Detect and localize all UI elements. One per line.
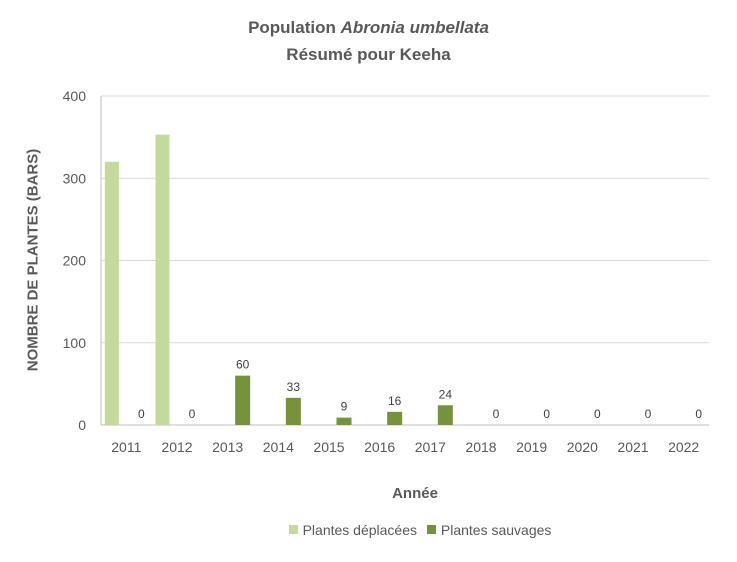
x-tick-label: 2019: [516, 439, 547, 455]
x-tick-label: 2020: [567, 439, 598, 455]
x-tick-label: 2011: [111, 439, 141, 455]
y-tick-label: 300: [63, 170, 87, 186]
legend-item-deplacees: Plantes déplacées: [288, 521, 417, 538]
x-tick-label: 2014: [263, 439, 294, 455]
bar-deplacees: [104, 161, 119, 426]
chart-title: Population Abronia umbellata: [0, 18, 737, 38]
data-label: 0: [189, 407, 196, 421]
x-tick-label: 2018: [465, 439, 496, 455]
x-tick-label: 2022: [668, 439, 699, 455]
x-tick-label: 2016: [364, 439, 395, 455]
bar-sauvages: [387, 411, 403, 425]
chart-subtitle: Résumé pour Keeha: [286, 45, 451, 64]
chart-title-species: Abronia umbellata: [340, 18, 489, 37]
data-label: 9: [341, 400, 348, 414]
legend: Plantes déplacées Plantes sauvages: [0, 521, 737, 538]
legend-item-sauvages: Plantes sauvages: [426, 521, 552, 538]
data-label: 0: [493, 407, 500, 421]
data-label: 0: [594, 407, 601, 421]
data-label: 33: [287, 380, 301, 394]
x-tick-label: 2015: [313, 439, 344, 455]
bar-sauvages: [336, 417, 352, 425]
plot-area: 0 100 200 300 400 2011 0 2012 0 2013 60 2014 33 2015 9…: [63, 88, 709, 455]
data-label: 0: [138, 407, 145, 421]
data-label: 60: [236, 358, 250, 372]
bar-deplacees: [155, 134, 170, 425]
chart-title-plain: Population: [248, 18, 336, 37]
x-tick-label: 2017: [415, 439, 446, 455]
data-label: 16: [388, 394, 402, 408]
data-label: 0: [543, 407, 550, 421]
data-label: 0: [695, 407, 702, 421]
y-tick-label: 400: [63, 88, 87, 104]
data-label: 0: [645, 407, 652, 421]
x-axis-label: Année: [392, 485, 438, 502]
bar-sauvages: [437, 405, 453, 425]
legend-swatch-sauvages: [426, 525, 436, 534]
legend-label-sauvages: Plantes sauvages: [440, 521, 552, 538]
x-tick-label: 2012: [161, 439, 192, 455]
bar-sauvages: [235, 375, 251, 425]
y-tick-label: 0: [78, 417, 86, 433]
bar-sauvages: [285, 397, 301, 425]
x-tick-label: 2013: [212, 439, 243, 455]
legend-label-deplacees: Plantes déplacées: [302, 521, 417, 538]
y-tick-label: 200: [63, 253, 87, 269]
legend-swatch-deplacees: [288, 525, 298, 534]
data-label: 24: [439, 387, 453, 401]
x-tick-label: 2021: [617, 439, 648, 455]
y-tick-label: 100: [63, 335, 87, 351]
